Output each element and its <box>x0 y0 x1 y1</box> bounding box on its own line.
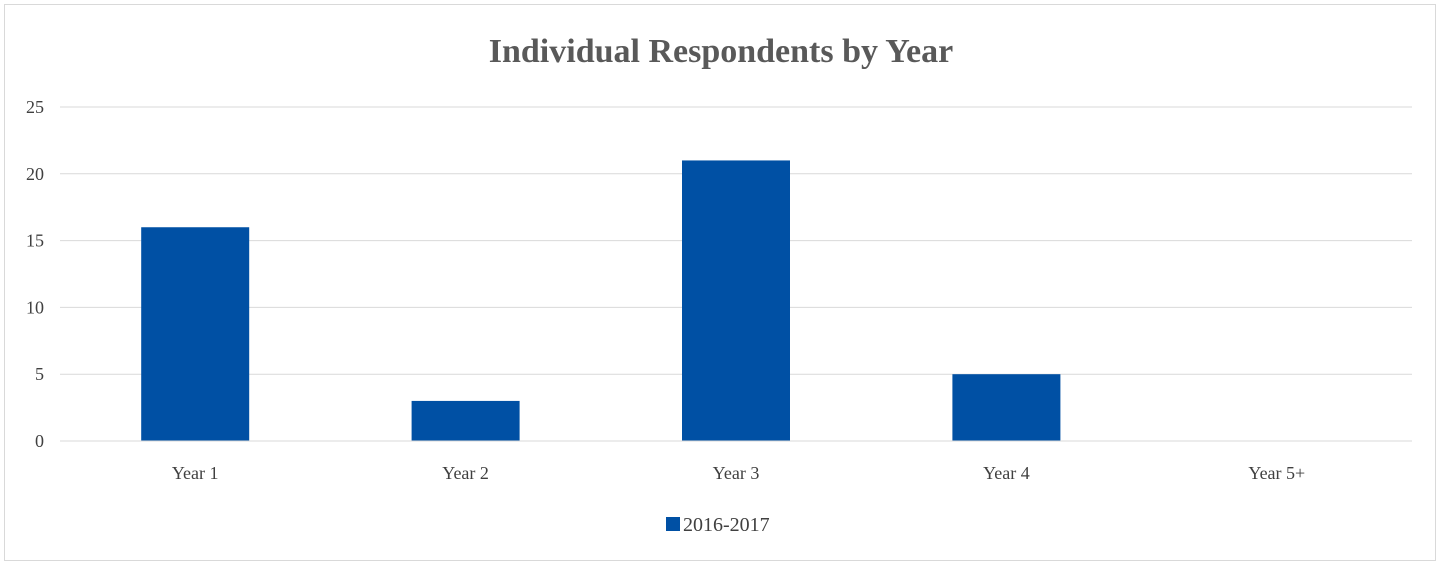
x-tick-label: Year 3 <box>713 463 760 483</box>
x-tick-label: Year 4 <box>983 463 1030 483</box>
y-tick-label: 15 <box>26 231 44 251</box>
bar-year-2 <box>411 400 520 441</box>
y-tick-label: 20 <box>26 164 44 184</box>
bar-year-1 <box>141 227 250 441</box>
bar-year-4 <box>952 374 1061 441</box>
y-axis-ticks: 0 5 10 15 20 25 <box>26 97 44 451</box>
bar-year-3 <box>682 160 790 441</box>
legend-swatch <box>666 517 680 531</box>
chart-title: Individual Respondents by Year <box>489 33 953 70</box>
legend-label: 2016-2017 <box>683 514 770 536</box>
bars <box>141 160 1061 441</box>
x-tick-label: Year 1 <box>172 463 219 483</box>
y-tick-label: 0 <box>35 431 44 451</box>
y-tick-label: 10 <box>26 297 44 317</box>
y-tick-label: 5 <box>35 364 44 384</box>
x-axis-ticks: Year 1 Year 2 Year 3 Year 4 Year 5+ <box>172 463 1305 483</box>
legend: 2016-2017 <box>666 514 770 536</box>
x-tick-label: Year 2 <box>442 463 489 483</box>
y-tick-label: 25 <box>26 97 44 117</box>
x-tick-label: Year 5+ <box>1248 463 1305 483</box>
